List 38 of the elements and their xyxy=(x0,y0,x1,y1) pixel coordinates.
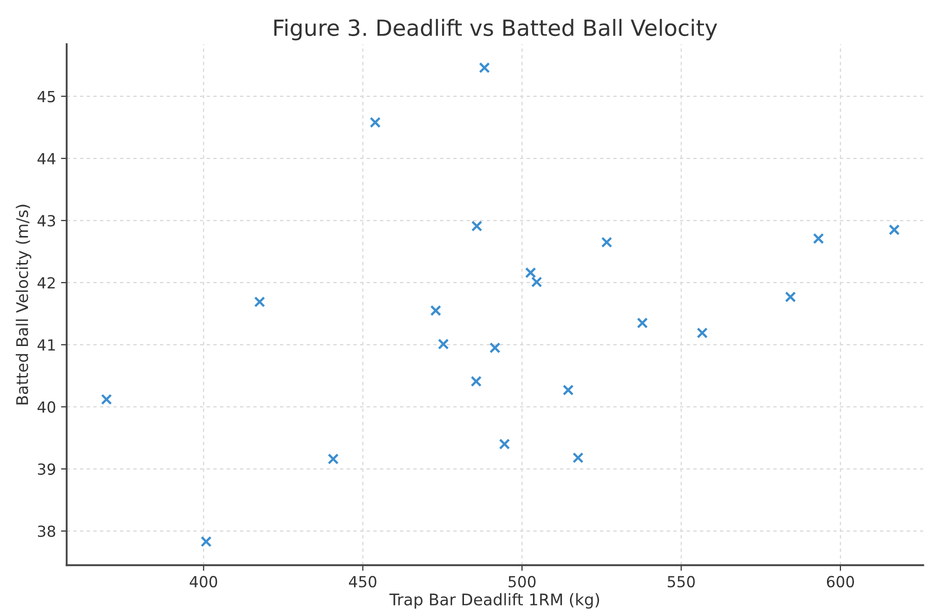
y-tick-label: 42 xyxy=(38,277,55,288)
point xyxy=(370,116,381,128)
point xyxy=(254,296,266,308)
point xyxy=(489,342,500,354)
chart-title: Figure 3. Deadlift vs Batted Ball Velocity xyxy=(274,18,718,40)
y-tick-label: 39 xyxy=(38,463,56,475)
point xyxy=(601,236,612,248)
point xyxy=(478,62,490,74)
y-tick-label: 45 xyxy=(38,90,55,102)
point xyxy=(572,452,584,464)
y-tick-label: 43 xyxy=(38,214,56,227)
point xyxy=(812,233,824,244)
y-tick-label: 41 xyxy=(38,339,55,351)
y-tick-label: 40 xyxy=(38,401,56,413)
x-tick-label: 500 xyxy=(508,576,536,588)
x-tick-label: 550 xyxy=(668,576,695,588)
point xyxy=(531,276,542,288)
point xyxy=(784,291,796,302)
point xyxy=(696,327,708,338)
point xyxy=(200,536,212,548)
y-axis-title: Batted Ball Velocity (m/s) xyxy=(16,204,32,404)
point xyxy=(328,453,339,464)
y-tick-label: 44 xyxy=(38,153,56,164)
point xyxy=(430,305,442,316)
x-tick-label: 600 xyxy=(826,576,854,588)
point xyxy=(470,376,482,387)
point xyxy=(471,220,482,232)
x-tick-label: 450 xyxy=(348,576,376,588)
point xyxy=(636,317,648,328)
point xyxy=(888,224,900,236)
point xyxy=(499,438,510,450)
point xyxy=(100,394,112,405)
point xyxy=(525,267,536,278)
x-axis-title: Trap Bar Deadlift 1RM (kg) xyxy=(389,593,600,609)
point xyxy=(562,384,574,396)
point xyxy=(438,338,449,350)
y-tick-label: 38 xyxy=(38,525,56,538)
x-tick-label: 400 xyxy=(190,576,218,588)
